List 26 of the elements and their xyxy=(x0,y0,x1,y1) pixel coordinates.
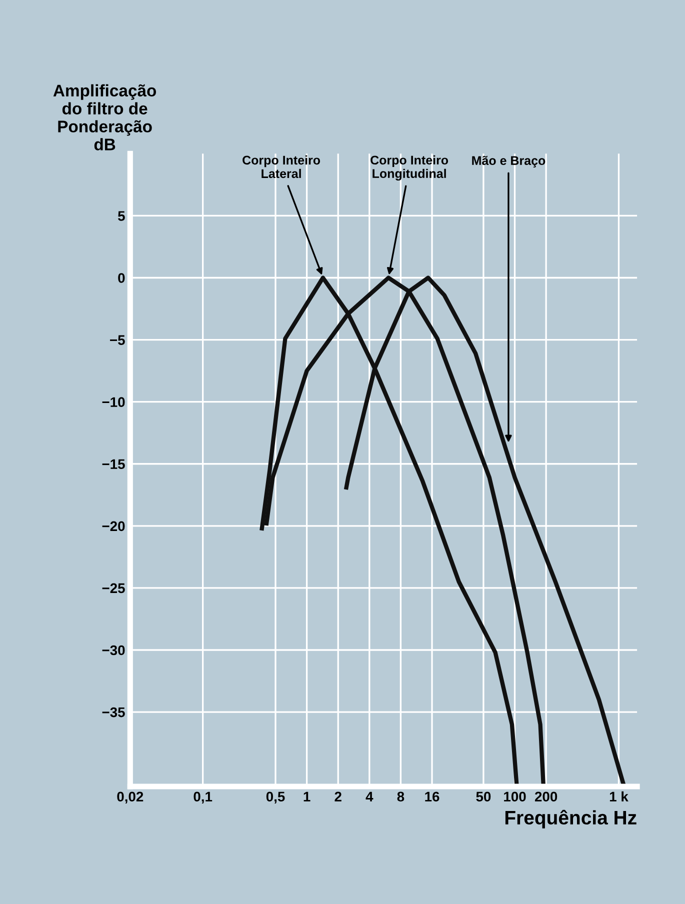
x-tick-label: 16 xyxy=(425,792,440,802)
x-tick-label: 4 xyxy=(366,792,374,802)
x-tick-label: 0,02 xyxy=(117,792,144,804)
y-tick-label: −5 xyxy=(110,335,125,345)
y-axis-title: Amplificação do filtro de Ponderação dB xyxy=(53,84,156,150)
x-tick-label: 8 xyxy=(397,792,404,802)
y-tick-label: −15 xyxy=(102,459,125,470)
x-tick-label: 0,1 xyxy=(194,792,212,804)
x-tick-label: 1 xyxy=(304,792,310,802)
y-tick-label: 5 xyxy=(118,211,125,221)
y-tick-label: −35 xyxy=(102,707,125,718)
x-axis-title: Frequência Hz xyxy=(505,810,636,828)
annotation: Mão e Braço xyxy=(472,156,546,168)
x-tick-label: 50 xyxy=(476,792,491,802)
y-tick-label: −10 xyxy=(102,397,125,408)
y-tick-label: 0 xyxy=(118,273,125,283)
x-tick-label: 200 xyxy=(534,792,558,802)
x-tick-label: 100 xyxy=(504,792,526,802)
annotation: Corpo Inteiro Longitudinal xyxy=(370,155,448,181)
y-tick-label: −30 xyxy=(102,645,125,656)
x-tick-label: 2 xyxy=(334,792,342,802)
x-tick-label: 1 k xyxy=(610,791,628,802)
y-tick-label: −20 xyxy=(102,521,125,532)
annotation: Corpo Inteiro Lateral xyxy=(242,155,320,178)
x-tick-label: 0,5 xyxy=(266,792,285,804)
y-tick-label: −25 xyxy=(102,583,125,594)
